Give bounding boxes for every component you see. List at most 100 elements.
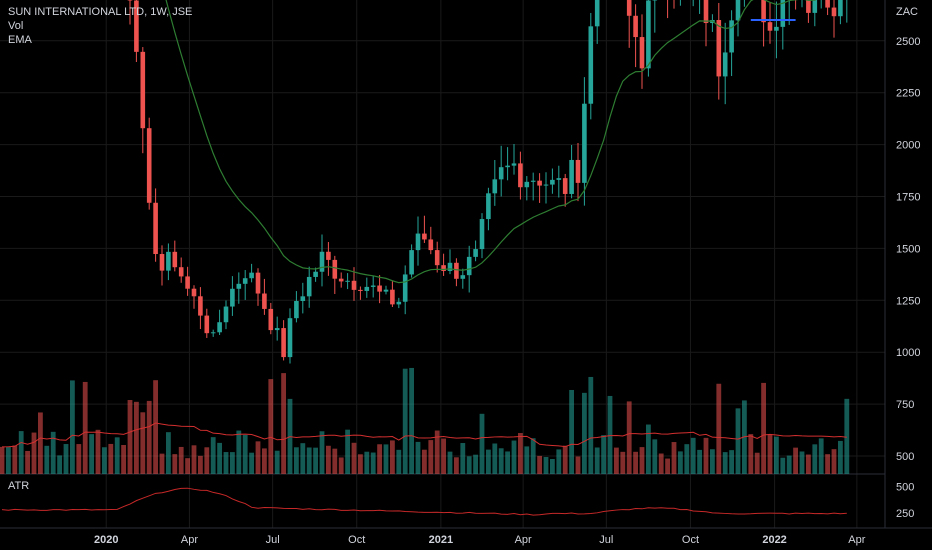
candle-body: [780, 0, 786, 27]
volume-bar: [428, 440, 434, 474]
candle-body: [268, 308, 274, 331]
volume-bar: [607, 395, 613, 474]
volume-bar: [626, 401, 632, 474]
volume-bar: [210, 437, 216, 474]
candle-body: [281, 328, 286, 358]
volume-bar: [338, 457, 344, 474]
volume-bar: [255, 441, 261, 474]
candle-body: [242, 278, 248, 284]
candle-body: [761, 0, 766, 23]
volume-bar: [492, 443, 498, 474]
volume-bar: [588, 376, 594, 474]
candle-body: [716, 20, 722, 77]
volume-bar: [198, 455, 203, 474]
time-tick-label: 2020: [94, 534, 118, 546]
candle-body: [306, 276, 312, 297]
candle-body: [569, 159, 574, 194]
volume-bar: [486, 449, 491, 474]
volume-bar: [780, 457, 786, 474]
candle-body: [511, 163, 517, 166]
price-tick-label: 1750: [896, 192, 920, 204]
currency-label[interactable]: ZAC: [896, 6, 918, 18]
volume-bar: [498, 448, 504, 474]
candle-body: [402, 274, 408, 302]
candle-body: [415, 233, 421, 251]
price-tick-label: 2000: [896, 140, 920, 152]
atr-tick-label: 500: [896, 482, 914, 494]
candle-body: [172, 251, 178, 268]
volume-bar: [665, 458, 670, 474]
volume-bar: [614, 447, 619, 474]
atr-tick-label: 250: [896, 508, 914, 520]
volume-bar: [569, 389, 574, 474]
volume-bar: [594, 447, 600, 474]
volume-bar: [89, 434, 94, 474]
candle-body: [460, 275, 466, 279]
volume-bar: [716, 383, 722, 474]
candle-body: [377, 285, 382, 292]
volume-bar: [313, 447, 318, 474]
ema-indicator-label[interactable]: EMA: [8, 34, 32, 46]
candle-body: [588, 26, 594, 104]
candle-body: [466, 256, 472, 276]
price-axis[interactable]: 5007501000125015001750200022502500275030…: [896, 0, 920, 520]
volume-bar: [63, 444, 69, 474]
price-tick-label: 1500: [896, 243, 920, 255]
candle-body: [313, 271, 318, 277]
candle-body: [370, 285, 376, 287]
volume-bar: [646, 424, 651, 474]
candle-body: [300, 296, 306, 301]
volume-bar: [364, 451, 370, 474]
volume-bar: [761, 382, 766, 474]
candle-body: [473, 249, 478, 257]
volume-bar: [434, 430, 440, 474]
time-axis[interactable]: 2020AprJulOct2021AprJulOct2022AprJulOct: [94, 534, 932, 546]
volume-bar: [326, 445, 331, 474]
volume-bar: [18, 431, 24, 474]
candle-body: [230, 288, 235, 307]
candle-body: [633, 15, 638, 38]
candle-body: [409, 250, 414, 275]
volume-bar: [620, 451, 626, 474]
volume-bar: [575, 456, 581, 474]
candle-body: [767, 22, 773, 31]
vol-indicator-label[interactable]: Vol: [8, 20, 24, 32]
drawn-annotations[interactable]: [0, 0, 885, 22]
volume-bar: [402, 368, 408, 474]
candle-body: [575, 159, 581, 183]
candle-body: [140, 51, 146, 129]
volume-bar: [300, 443, 306, 474]
volume-bar: [166, 432, 171, 474]
volume-bar: [409, 367, 414, 474]
volume-bar: [582, 392, 587, 474]
volume-bar: [281, 373, 286, 474]
volume-bar: [537, 455, 542, 474]
volume-bar: [786, 455, 792, 474]
volume-bar: [473, 454, 478, 474]
volume-bar: [710, 449, 715, 474]
volume-bar: [671, 442, 677, 474]
grid-lines: [0, 0, 932, 529]
volume-bar: [370, 452, 376, 474]
candle-body: [518, 163, 523, 188]
atr-indicator-label[interactable]: ATR: [8, 480, 30, 492]
candle-body: [703, 0, 709, 24]
candle-body: [217, 322, 222, 333]
candle-body: [166, 251, 171, 271]
volume-bar: [793, 447, 798, 474]
time-tick-label: Jul: [599, 534, 613, 546]
volume-bar: [82, 381, 88, 474]
volume-bars: [0, 367, 850, 474]
atr-pane: [1, 487, 847, 516]
volume-bar: [812, 444, 818, 474]
candle-body: [338, 278, 344, 282]
volume-bar: [690, 437, 696, 474]
volume-bar: [838, 440, 843, 474]
volume-bar: [530, 438, 536, 474]
volume-bar: [722, 452, 728, 474]
volume-bar: [159, 453, 165, 474]
volume-bar: [121, 444, 126, 474]
candle-body: [262, 293, 267, 309]
volume-bar: [242, 434, 248, 474]
